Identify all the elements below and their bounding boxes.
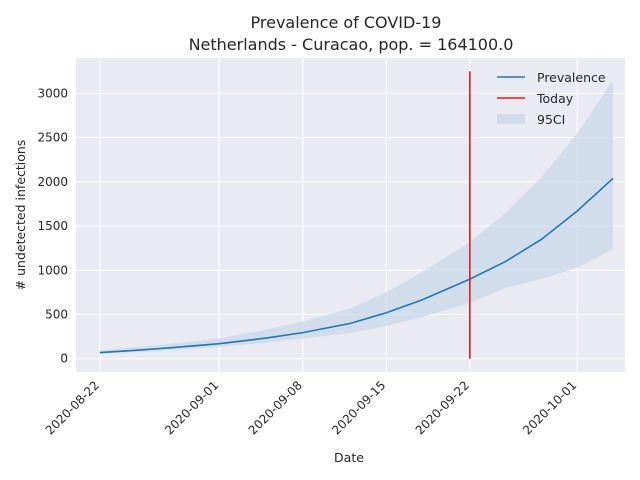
x-tick-label: 2020-09-01 xyxy=(162,378,221,437)
x-tick-label: 2020-08-22 xyxy=(43,378,102,437)
y-tick-labels: 0 500 1000 1500 2000 2500 3000 xyxy=(37,86,68,365)
y-tick-label: 3000 xyxy=(37,86,68,100)
x-tick-label: 2020-09-22 xyxy=(413,378,472,437)
x-tick-label: 2020-10-01 xyxy=(520,378,579,437)
y-axis-label: # undetected infections xyxy=(13,140,28,291)
legend-label-today: Today xyxy=(536,91,574,106)
y-tick-label: 2000 xyxy=(37,175,68,189)
y-tick-label: 2500 xyxy=(37,131,68,145)
legend-label-prevalence: Prevalence xyxy=(537,70,606,85)
y-tick-label: 1500 xyxy=(37,219,68,233)
chart-title: Prevalence of COVID-19 xyxy=(251,13,442,32)
y-tick-label: 1000 xyxy=(37,263,68,277)
confidence-band-95ci xyxy=(99,80,614,354)
confidence-band-layer xyxy=(99,80,614,354)
y-tick-label: 500 xyxy=(45,308,68,322)
legend: Prevalence Today 95CI xyxy=(497,70,606,127)
y-tick-label: 0 xyxy=(60,352,68,366)
x-tick-label: 2020-09-15 xyxy=(329,378,388,437)
x-tick-labels: 2020-08-22 2020-09-01 2020-09-08 2020-09-15… xyxy=(43,378,580,437)
legend-label-95ci: 95CI xyxy=(537,112,565,127)
chart-subtitle: Netherlands - Curacao, pop. = 164100.0 xyxy=(189,35,514,54)
x-tick-label: 2020-09-08 xyxy=(246,378,305,437)
legend-swatch-95ci xyxy=(497,114,525,124)
x-axis-label: Date xyxy=(334,450,364,465)
series-lines-layer xyxy=(99,71,614,359)
prevalence-line xyxy=(99,177,614,354)
